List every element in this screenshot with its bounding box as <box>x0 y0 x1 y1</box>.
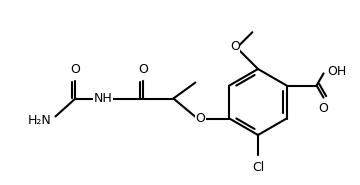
Text: O: O <box>195 112 205 125</box>
Text: H₂N: H₂N <box>28 114 51 127</box>
Text: O: O <box>139 63 148 75</box>
Text: OH: OH <box>328 65 347 78</box>
Text: Cl: Cl <box>252 161 264 174</box>
Text: O: O <box>230 40 240 53</box>
Text: O: O <box>319 102 329 115</box>
Text: NH: NH <box>94 92 112 105</box>
Text: O: O <box>71 63 80 75</box>
